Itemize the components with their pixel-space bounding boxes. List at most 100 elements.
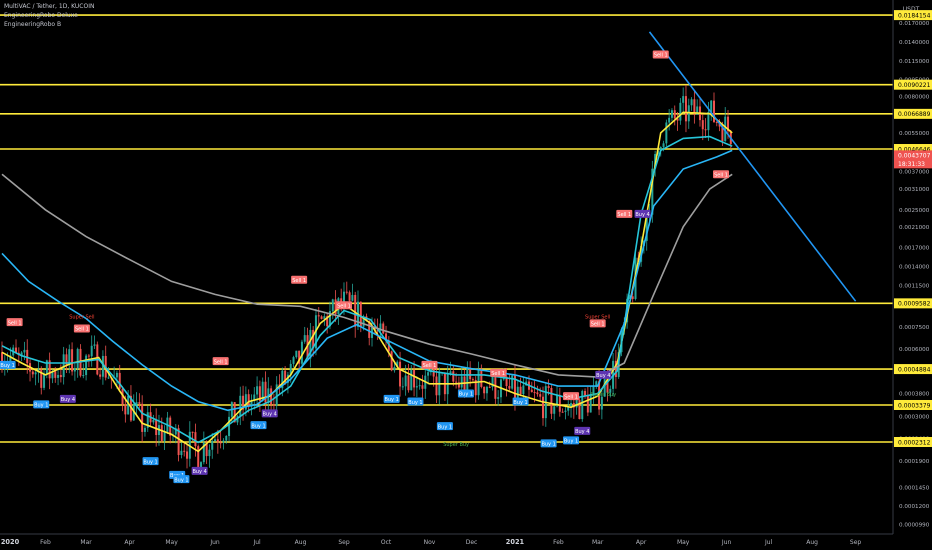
candle-body [135, 402, 138, 405]
signal-label: Buy 1 [513, 400, 527, 406]
candle-body [40, 369, 43, 388]
candle-body [31, 371, 34, 375]
level-price-label: 0.0090221 [898, 82, 931, 89]
candle-body [460, 376, 463, 388]
level-price-tag [894, 79, 932, 90]
signal-marker: Buy 4 [261, 409, 278, 418]
series-line-3 [1, 173, 733, 378]
level-price-label: 0.0046646 [898, 146, 931, 153]
currency-label: USDT [903, 6, 920, 13]
x-tick-label: 2020 [1, 538, 20, 546]
candle-body [87, 355, 90, 357]
candle-body [586, 395, 589, 413]
candle-body [216, 439, 219, 443]
signal-marker: Buy 4 [59, 394, 76, 403]
last-price-tag [894, 150, 932, 169]
y-tick-label: 0.0000990 [899, 523, 930, 529]
candle-body [401, 386, 404, 388]
y-tick-label: 0.0021000 [899, 225, 930, 231]
candle-body [163, 431, 166, 441]
candle-body [211, 440, 214, 450]
signal-label: Sell 1 [8, 320, 22, 326]
candle-body [256, 386, 259, 395]
series-line-2 [1, 149, 733, 412]
level-price-label: 0.0066889 [898, 111, 931, 118]
level-price-label: 0.0003379 [898, 402, 931, 409]
signal-label: Sell 1 [617, 212, 631, 218]
signal-marker: Sell 1 [490, 368, 507, 377]
candle-body [292, 357, 295, 364]
x-tick-label: Jun [209, 539, 220, 546]
signal-box [59, 394, 76, 403]
candle-body [659, 146, 662, 151]
signal-box [540, 439, 557, 448]
candle-body [345, 291, 348, 293]
candle-body [505, 376, 508, 387]
candle-body [589, 394, 592, 413]
candle-body [68, 349, 71, 365]
candle-body [281, 370, 284, 389]
y-tick-label: 0.0170000 [899, 21, 930, 27]
candle-body [485, 386, 488, 394]
indicator-label-2[interactable]: EngineeringRobo B [4, 21, 62, 28]
candle-body [662, 143, 665, 147]
candle-body [368, 321, 371, 338]
candle-body [488, 386, 491, 388]
candle-body [326, 316, 329, 327]
signal-box [652, 50, 669, 59]
signal-marker: Buy 4 [595, 370, 612, 379]
signal-box [574, 426, 591, 435]
candle-body [303, 335, 306, 342]
y-tick-label: 0.0003800 [899, 392, 930, 398]
signal-box [512, 397, 529, 406]
candle-body [645, 216, 648, 241]
signal-label: Buy 1 [408, 400, 422, 406]
x-tick-label: 2021 [506, 538, 525, 546]
signal-label: Sell 1 [292, 278, 306, 284]
countdown-label: 18:31:33 [898, 161, 925, 168]
candle-body [404, 375, 407, 387]
candle-body [208, 449, 211, 457]
price-axis-bg [893, 0, 932, 550]
candle-body [390, 351, 393, 371]
candle-body [480, 369, 483, 387]
candle-body [354, 294, 357, 327]
candle-body [351, 294, 354, 301]
x-tick-label: Sep [850, 539, 862, 546]
candle-body [696, 106, 699, 115]
level-price-tag [894, 399, 932, 410]
last-price-label: 0.0043707 [898, 153, 931, 160]
y-tick-label: 0.0031000 [899, 187, 930, 193]
level-price-label: 0.0009582 [898, 301, 931, 308]
level-price-tag [894, 298, 932, 309]
candle-body [530, 389, 533, 393]
candle-body [362, 316, 365, 327]
x-tick-label: Feb [40, 539, 51, 546]
y-tick-label: 0.0025000 [899, 208, 930, 214]
y-tick-label: 0.0055000 [899, 131, 930, 137]
signal-marker: Sell 1 [563, 392, 580, 400]
candle-body [20, 352, 23, 356]
candle-body [43, 373, 46, 388]
x-tick-label: Feb [553, 539, 564, 546]
candle-body [547, 386, 550, 388]
indicator-label-1[interactable]: EngineeringRobo Deluxe [4, 12, 78, 19]
candle-body [115, 372, 118, 378]
candle-body [242, 395, 245, 410]
signal-marker: Buy 4 [191, 466, 208, 475]
candle-body [23, 349, 26, 353]
candle-body [385, 333, 388, 341]
candle-body [348, 292, 351, 301]
candle-body [558, 394, 561, 412]
candle-body [533, 392, 536, 394]
signal-box [436, 422, 453, 431]
candle-body [429, 367, 432, 373]
candle-body [141, 403, 144, 432]
candle-body [701, 120, 704, 130]
candle-body [174, 428, 177, 435]
candle-body [160, 425, 163, 441]
x-tick-label: Aug [295, 539, 307, 546]
signal-marker: Buy 4 [634, 209, 651, 218]
